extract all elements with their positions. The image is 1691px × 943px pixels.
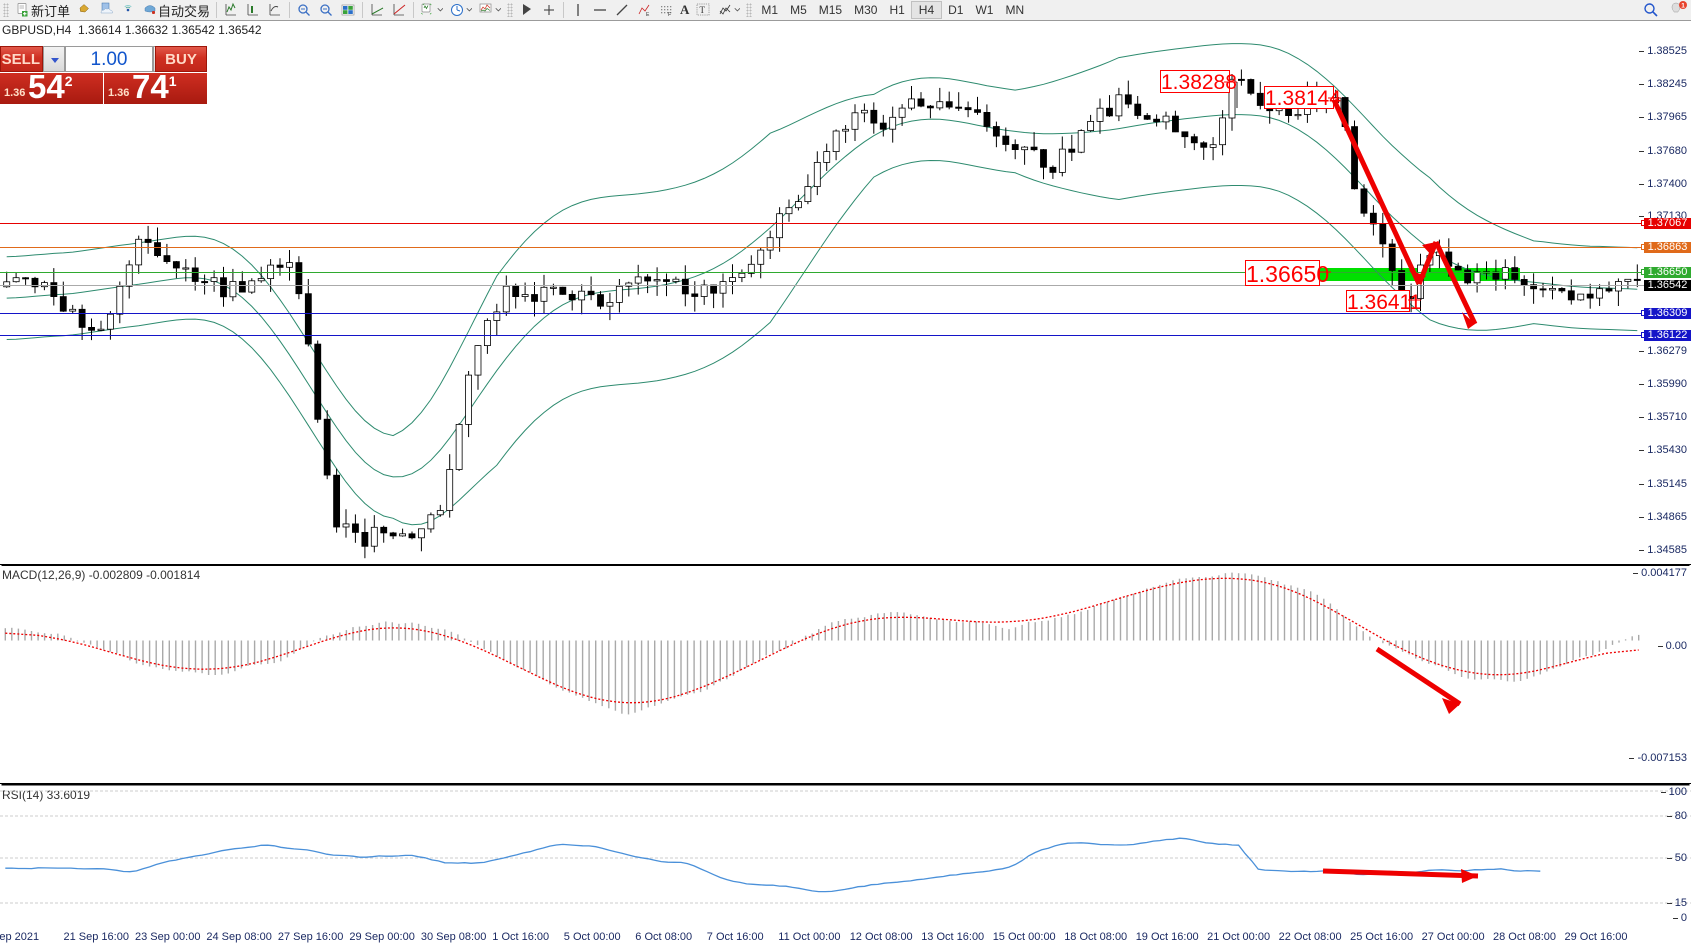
svg-text:1: 1	[1681, 3, 1685, 10]
svg-text:F: F	[668, 12, 671, 18]
svg-text:T: T	[700, 5, 706, 15]
svg-text:E: E	[646, 12, 650, 18]
